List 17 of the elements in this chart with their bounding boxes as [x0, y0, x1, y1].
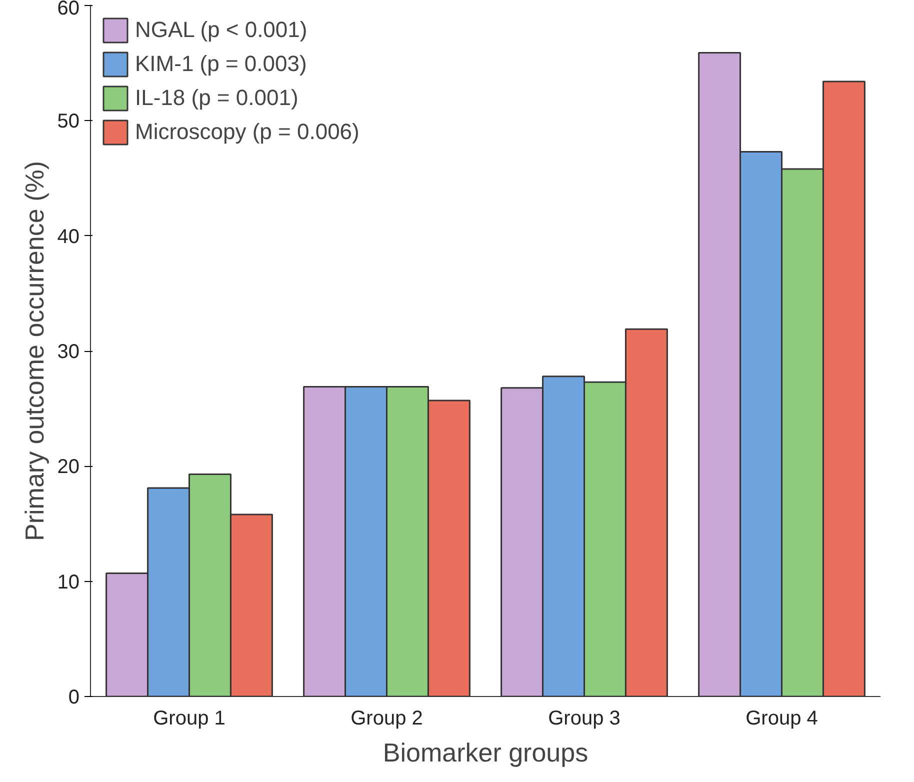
y-axis-title: Primary outcome occurrence (%) — [19, 161, 50, 541]
x-tick-label: Group 2 — [350, 708, 423, 730]
y-tick-label: 0 — [68, 686, 80, 708]
y-tick-label: 10 — [57, 571, 80, 594]
x-tick-label: Group 4 — [746, 708, 818, 730]
legend-label: KIM-1 (p = 0.003) — [135, 51, 307, 77]
legend-label: Microscopy (p = 0.006) — [135, 119, 360, 145]
y-tick-label: 50 — [57, 110, 80, 133]
legend-label: NGAL (p < 0.001) — [135, 17, 308, 43]
x-tick-label: Group 3 — [548, 708, 620, 730]
x-tick-label: Group 1 — [153, 708, 226, 730]
y-tick-label: 60 — [57, 0, 80, 20]
y-tick-label: 30 — [57, 341, 80, 363]
y-tick-label: 40 — [57, 226, 80, 248]
y-tick-label: 20 — [57, 456, 80, 478]
x-axis-title: Biomarker groups — [382, 738, 588, 768]
legend-label: IL-18 (p = 0.001) — [135, 85, 298, 111]
